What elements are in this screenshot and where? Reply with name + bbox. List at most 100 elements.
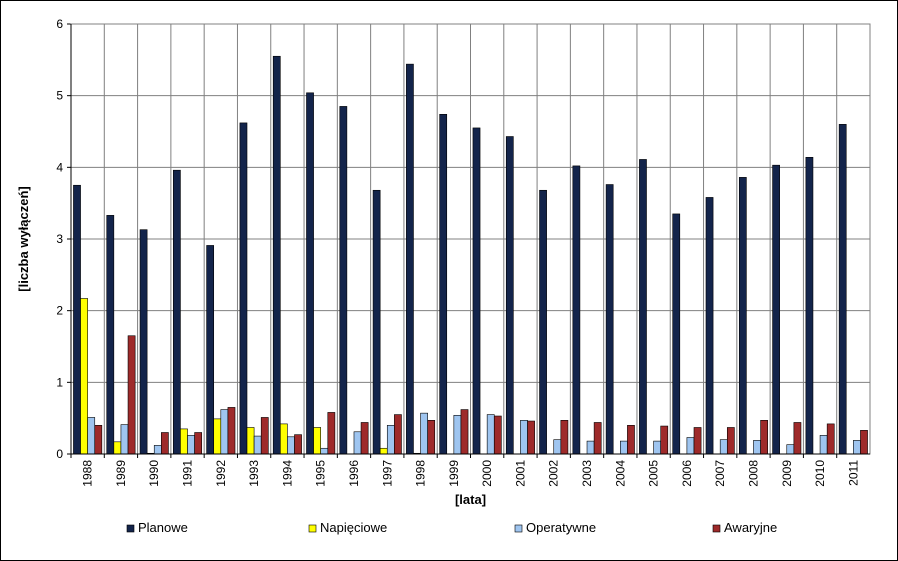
bar-planowe-2005 — [639, 159, 647, 455]
bar-operatywne-2009 — [786, 444, 795, 455]
bar-awaryjne-1988 — [94, 425, 103, 455]
x-tick-label: 1992 — [214, 460, 228, 487]
y-tick-label: 6 — [56, 17, 63, 31]
x-tick-label: 2010 — [813, 460, 827, 487]
bar-awaryjne-2003 — [593, 422, 602, 455]
bar-awaryjne-2006 — [693, 427, 702, 455]
y-tick-label: 3 — [56, 232, 63, 246]
bar-awaryjne-2004 — [627, 425, 635, 455]
bar-planowe-2007 — [705, 197, 714, 455]
gridlines — [71, 23, 870, 454]
legend-swatch-napięciowe — [308, 524, 317, 533]
x-tick-label: 2011 — [846, 460, 860, 486]
x-tick-label: 1997 — [380, 460, 394, 487]
x-tick-label: 1999 — [447, 460, 461, 487]
legend-label-awaryjne: Awaryjne — [724, 520, 777, 535]
x-tick-label: 1989 — [114, 460, 128, 487]
bar-awaryjne-2005 — [660, 425, 669, 455]
bar-operatywne-2008 — [753, 440, 761, 455]
bar-planowe-1991 — [173, 169, 181, 455]
y-tick-label: 1 — [56, 375, 63, 389]
legend-swatch-operatywne — [514, 524, 523, 533]
bar-awaryjne-2011 — [860, 430, 868, 455]
bar-planowe-1998 — [406, 63, 414, 455]
bar-planowe-2000 — [472, 127, 481, 455]
x-tick-label: 1996 — [347, 460, 361, 487]
bar-planowe-2002 — [539, 189, 547, 455]
bar-napięciowe-1995 — [313, 427, 321, 455]
x-tick-label: 2005 — [647, 460, 661, 487]
bar-operatywne-2001 — [520, 420, 528, 455]
bar-napięciowe-1994 — [279, 423, 288, 455]
x-tick-label: 2001 — [513, 460, 527, 487]
bar-awaryjne-1999 — [460, 409, 469, 455]
bar-awaryjne-2009 — [793, 422, 802, 455]
bar-planowe-2008 — [738, 177, 747, 455]
x-tick-label: 1995 — [314, 460, 328, 487]
bar-operatywne-2000 — [486, 414, 495, 455]
x-tick-label: 2002 — [547, 460, 561, 487]
x-tick-label: 1988 — [81, 460, 95, 487]
y-tick-labels: 0 1 2 3 4 5 6 — [56, 17, 63, 461]
bar-planowe-2006 — [672, 213, 681, 455]
bar-napięciowe-1992 — [213, 418, 222, 455]
bar-operatywne-2005 — [653, 440, 661, 455]
bar-napięciowe-1997 — [379, 447, 388, 455]
bar-awaryjne-2001 — [527, 420, 535, 455]
bar-operatywne-1998 — [420, 412, 428, 455]
bar-operatywne-1991 — [187, 435, 195, 455]
bar-planowe-2009 — [772, 164, 780, 455]
legend: Planowe Napięciowe Operatywne Awaryjne — [126, 520, 777, 535]
bar-awaryjne-1992 — [227, 407, 236, 455]
x-tick-label: 1994 — [280, 460, 294, 487]
bar-operatywne-2010 — [819, 435, 828, 455]
x-tick-label: 2003 — [580, 460, 594, 487]
bar-planowe-2001 — [505, 136, 514, 455]
bar-awaryjne-1993 — [260, 417, 269, 455]
x-axis-title: [lata] — [455, 492, 486, 507]
bar-awaryjne-1994 — [294, 434, 302, 455]
legend-label-napięciowe: Napięciowe — [320, 520, 387, 535]
bar-planowe-1996 — [339, 106, 348, 455]
legend-label-planowe: Planowe — [138, 520, 188, 535]
bar-awaryjne-1997 — [394, 414, 402, 455]
x-tick-labels: 1988 1989 1990 1991 1992 1993 1994 1995 1996 1997… — [81, 460, 861, 487]
y-tick-label: 2 — [56, 304, 63, 318]
bar-planowe-1988 — [73, 184, 81, 455]
bar-awaryjne-1989 — [127, 335, 136, 455]
bar-awaryjne-1996 — [360, 422, 369, 455]
x-tick-label: 2008 — [746, 460, 760, 487]
x-tick-label: 1991 — [181, 460, 195, 487]
bar-operatywne-2004 — [620, 440, 628, 455]
y-tick-label: 4 — [56, 160, 63, 174]
bar-operatywne-1988 — [87, 417, 96, 455]
bar-planowe-2011 — [838, 124, 847, 455]
bar-planowe-1999 — [439, 114, 448, 455]
bar-operatywne-1996 — [353, 431, 362, 455]
bar-operatywne-2002 — [553, 439, 562, 455]
bar-napięciowe-1989 — [113, 441, 122, 455]
bar-planowe-1990 — [139, 229, 148, 455]
bar-operatywne-1992 — [220, 409, 229, 455]
bar-planowe-1997 — [372, 189, 381, 455]
legend-swatch-awaryjne — [712, 524, 721, 533]
bar-operatywne-1990 — [153, 445, 162, 455]
y-tick-label: 5 — [56, 89, 63, 103]
bars — [73, 55, 868, 455]
y-tick-label: 0 — [56, 447, 63, 461]
bar-planowe-2010 — [805, 157, 814, 455]
bar-napięciowe-1993 — [246, 427, 255, 455]
bar-planowe-1989 — [106, 215, 115, 455]
bar-awaryjne-2000 — [493, 415, 502, 455]
x-tick-label: 1998 — [414, 460, 428, 487]
bar-operatywne-1993 — [253, 435, 262, 455]
x-tick-label: 1993 — [247, 460, 261, 487]
x-tick-label: 2000 — [480, 460, 494, 487]
x-tick-label: 2009 — [780, 460, 794, 487]
bar-awaryjne-1998 — [427, 420, 436, 455]
bar-operatywne-1989 — [120, 424, 129, 455]
axes — [67, 23, 871, 458]
bar-operatywne-1997 — [386, 425, 395, 455]
